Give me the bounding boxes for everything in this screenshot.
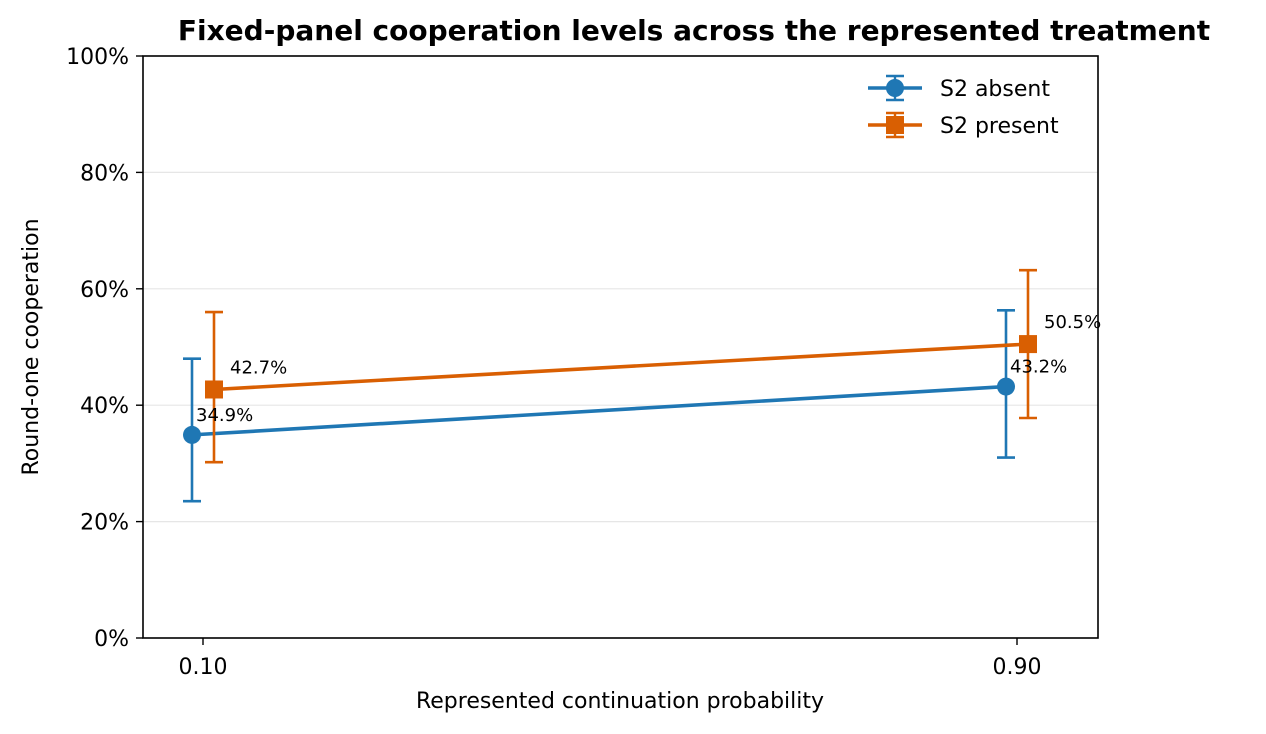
legend-item: S2 present [868, 111, 1059, 139]
legend: S2 absent S2 present [868, 74, 1059, 139]
y-axis-label: Round-one cooperation [19, 218, 44, 475]
series-line [191, 384, 1007, 437]
series-s2-absent [183, 309, 1015, 503]
y-tick-label: 20% [80, 511, 129, 536]
x-tick-label: 0.10 [179, 655, 228, 680]
data-point [1019, 335, 1037, 354]
x-tick-label: 0.90 [993, 655, 1042, 680]
y-tick-label: 100% [66, 45, 129, 70]
plot-frame [142, 55, 1099, 639]
data-point [997, 377, 1015, 396]
data-label: 50.5% [1044, 312, 1101, 333]
y-tick-label: 40% [80, 394, 129, 419]
legend-item: S2 absent [868, 74, 1050, 102]
y-tick-label: 80% [80, 161, 129, 186]
data-label: 42.7% [230, 357, 287, 378]
legend-label: S2 absent [940, 77, 1050, 102]
x-axis-label: Represented continuation probability [416, 689, 824, 714]
data-label: 34.9% [196, 405, 253, 426]
y-tick-label: 0% [94, 627, 129, 652]
axis-ticks: 0% 20% 40% 60% 80% 100% 0.10 0.90 [66, 45, 1041, 680]
series-s2-present [205, 268, 1037, 464]
legend-marker [886, 116, 904, 134]
series-line [213, 342, 1029, 392]
data-label: 43.2% [1010, 357, 1067, 378]
data-point [205, 380, 223, 399]
data-point [183, 425, 201, 444]
data-labels: 34.9% 43.2% 42.7% 50.5% [196, 312, 1101, 426]
legend-label: S2 present [940, 114, 1059, 139]
chart-title: Fixed-panel cooperation levels across th… [178, 14, 1210, 47]
series-layer [183, 268, 1037, 503]
legend-marker [886, 79, 904, 97]
y-tick-label: 60% [80, 278, 129, 303]
gridlines [143, 171, 1098, 523]
